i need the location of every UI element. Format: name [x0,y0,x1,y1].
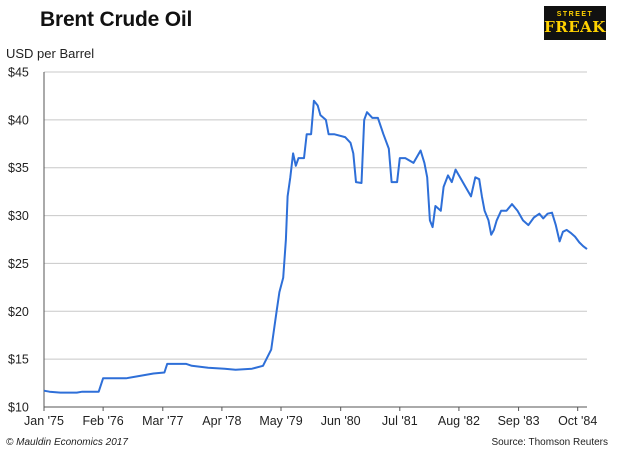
x-tick-label: May '79 [259,414,302,428]
axes [43,72,587,411]
x-tick-label: Sep '83 [498,414,540,428]
y-tick-label: $20 [8,305,29,319]
y-tick-label: $25 [8,257,29,271]
y-tick-label: $45 [8,66,29,80]
y-tick-label: $40 [8,113,29,127]
y-tick-label: $35 [8,161,29,175]
x-tick-label: Jan '75 [24,414,64,428]
x-tick-label: Jul '81 [382,414,418,428]
x-tick-label: Mar '77 [142,414,183,428]
brand-logo: STREET FREAK [544,6,606,40]
x-tick-label: Oct '84 [558,414,597,428]
brand-logo-line1: STREET [556,11,594,18]
gridlines [44,71,587,360]
y-tick-label: $15 [8,353,29,367]
x-tick-label: Apr '78 [202,414,241,428]
series-line [43,99,588,394]
y-tick-label: $30 [8,209,29,223]
y-axis-unit-label: USD per Barrel [6,46,95,61]
series [43,99,588,394]
x-tick-label: Jun '80 [321,414,361,428]
brand-logo-line2: FREAK [544,18,606,36]
source-note: Source: Thomson Reuters [491,437,608,448]
y-tick-label: $10 [8,401,29,415]
copyright-note: © Mauldin Economics 2017 [6,437,128,448]
chart-title: Brent Crude Oil [40,8,193,31]
tick-labels: $10 $15 $20 $25 $30 $35 $40 $45 Jan '75 Feb '76 Ma… [8,66,597,429]
x-tick-label: Aug '82 [438,414,480,428]
x-tick-label: Feb '76 [82,414,123,428]
